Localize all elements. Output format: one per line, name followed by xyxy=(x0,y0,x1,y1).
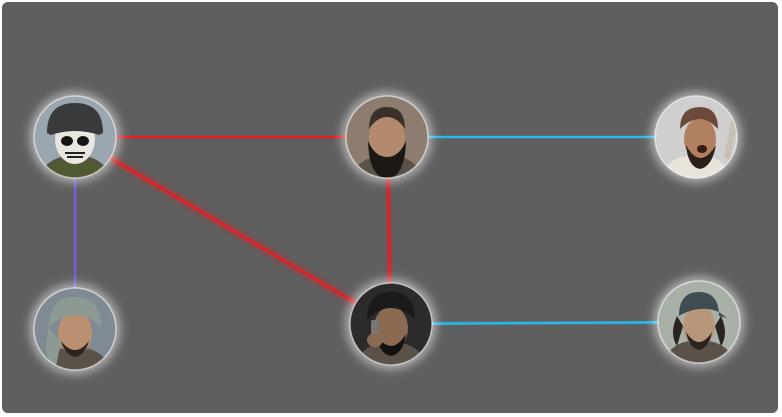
avatar-turban xyxy=(49,297,101,327)
man-with-phone-avatar xyxy=(350,283,432,365)
node-turban-man[interactable] xyxy=(30,284,120,391)
avatar-scarf xyxy=(45,159,105,178)
network-canvas xyxy=(2,2,778,413)
edge-line xyxy=(389,320,701,326)
edge-line xyxy=(73,135,393,326)
avatar-cap xyxy=(679,292,727,318)
avatar-open-mouth xyxy=(697,145,707,153)
turban-man-avatar xyxy=(34,288,116,370)
avatar-raised-arm xyxy=(724,117,737,161)
node-cap-man[interactable] xyxy=(654,277,744,384)
edge-n5-n6 xyxy=(389,318,701,328)
avatar-face xyxy=(58,311,92,355)
avatar-hair xyxy=(369,107,405,129)
avatar-eye-left xyxy=(61,136,73,146)
node-ring xyxy=(654,95,738,179)
node-ring xyxy=(345,95,429,179)
skull-mask-helmet-avatar xyxy=(34,96,116,178)
node-bearded-man-center[interactable] xyxy=(342,92,432,199)
edge-n1-n5 xyxy=(73,133,393,328)
bearded-man-avatar xyxy=(346,96,428,178)
avatar-turban xyxy=(367,292,415,320)
avatar-turban-tail xyxy=(46,327,61,370)
avatar-eye-right xyxy=(77,136,89,146)
node-ring xyxy=(33,287,117,371)
avatar-hand xyxy=(367,333,383,347)
cap-man-avatar xyxy=(658,281,740,363)
avatar-shoulders xyxy=(41,347,109,370)
avatar-face xyxy=(369,114,405,160)
avatar-beard xyxy=(686,332,712,350)
avatar-headwear xyxy=(680,107,718,129)
avatar-helmet xyxy=(47,103,103,135)
avatar-shoulders xyxy=(665,340,733,363)
avatar-shoulders xyxy=(357,342,425,365)
avatar-teeth xyxy=(65,152,85,158)
avatar-phone xyxy=(371,320,379,336)
network-graph xyxy=(30,92,744,391)
avatar-face xyxy=(683,305,715,347)
avatar-face xyxy=(684,118,716,160)
avatar-beard xyxy=(376,334,406,356)
node-ring xyxy=(657,280,741,364)
node-ring xyxy=(349,282,433,366)
nodes-layer xyxy=(30,92,744,391)
node-skull-helmet[interactable] xyxy=(30,92,120,199)
avatar-beard xyxy=(686,145,716,169)
avatar-beard xyxy=(61,341,89,357)
shouting-man-avatar xyxy=(655,96,737,178)
node-ring xyxy=(33,95,117,179)
node-man-with-phone[interactable] xyxy=(346,279,436,386)
node-shouting-man[interactable] xyxy=(651,92,741,199)
avatar-beard xyxy=(368,141,406,178)
avatar-long-hair xyxy=(673,316,725,346)
avatar-shoulders xyxy=(662,155,730,178)
